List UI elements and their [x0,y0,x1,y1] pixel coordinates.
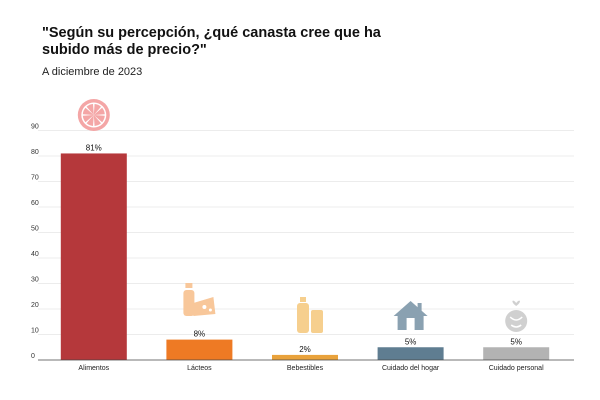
y-tick-label: 10 [31,328,39,335]
bottle-body [183,290,195,316]
category-label: Cuidado personal [489,365,544,372]
chart-title: "Según su percepción, ¿qué canasta cree … [42,25,381,58]
personal-care-icon [505,300,528,332]
bar-alimentos [60,153,127,360]
chart-subtitle: A diciembre de 2023 [42,66,143,78]
category-label: Lácteos [187,365,212,372]
data-label: 5% [405,337,417,346]
gridlines [38,130,574,335]
y-tick-label: 20 [31,302,39,309]
data-label: 2% [299,345,311,354]
category-label: Alimentos [78,365,109,372]
category-label: Cuidado del hogar [382,365,440,372]
grapefruit-segment [93,107,105,115]
grapefruit-icon [77,99,110,131]
category-label: Bebestibles [287,365,324,372]
bar-cuidado-personal [483,347,550,360]
cheese-hole [202,305,207,309]
grapefruit-segment [93,104,102,115]
category-labels: Alimentos Lácteos Bebestibles Cuidado del h… [78,365,544,372]
bottle-cap [300,297,306,302]
y-tick-label: 50 [31,226,39,233]
data-label: 5% [510,337,522,346]
y-tick-label: 40 [31,251,39,258]
bottle-short [311,310,323,333]
bars [60,153,550,360]
grapefruit-segment [82,107,94,115]
y-tick-label: 30 [31,277,39,284]
bottle-cap [185,283,193,288]
house-shape [393,301,428,330]
y-tick-label: 80 [31,149,39,156]
data-label: 81% [86,143,102,152]
grapefruit-segment [82,115,94,123]
data-labels: 81% 8% 2% 5% 5% [86,143,522,353]
y-tick-label: 60 [31,200,39,207]
bottles-icon [297,297,323,333]
bar-cuidado-del-hogar [377,347,444,360]
y-axis-ticks: 0 10 20 30 40 50 60 70 80 90 [31,124,39,361]
y-tick-label: 90 [31,124,39,131]
y-tick-label: 0 [31,353,35,360]
category-icons [77,99,528,333]
bar-lácteos [166,339,233,360]
bar-bebestibles [272,354,338,360]
house-icon [393,301,428,330]
data-label: 8% [194,330,206,339]
grapefruit-segment [86,115,94,126]
house-chimney [417,303,422,311]
y-tick-label: 70 [31,175,39,182]
care-circle [505,310,528,332]
cheese-hole [208,308,212,312]
grapefruit-segment [93,115,102,126]
grapefruit-segment [93,115,105,123]
dairy-icon [183,283,216,316]
bottle-tall [297,303,309,333]
care-hands [509,316,523,328]
grapefruit-segment [86,104,94,115]
house-door [406,318,415,330]
heart-shape [512,300,520,306]
